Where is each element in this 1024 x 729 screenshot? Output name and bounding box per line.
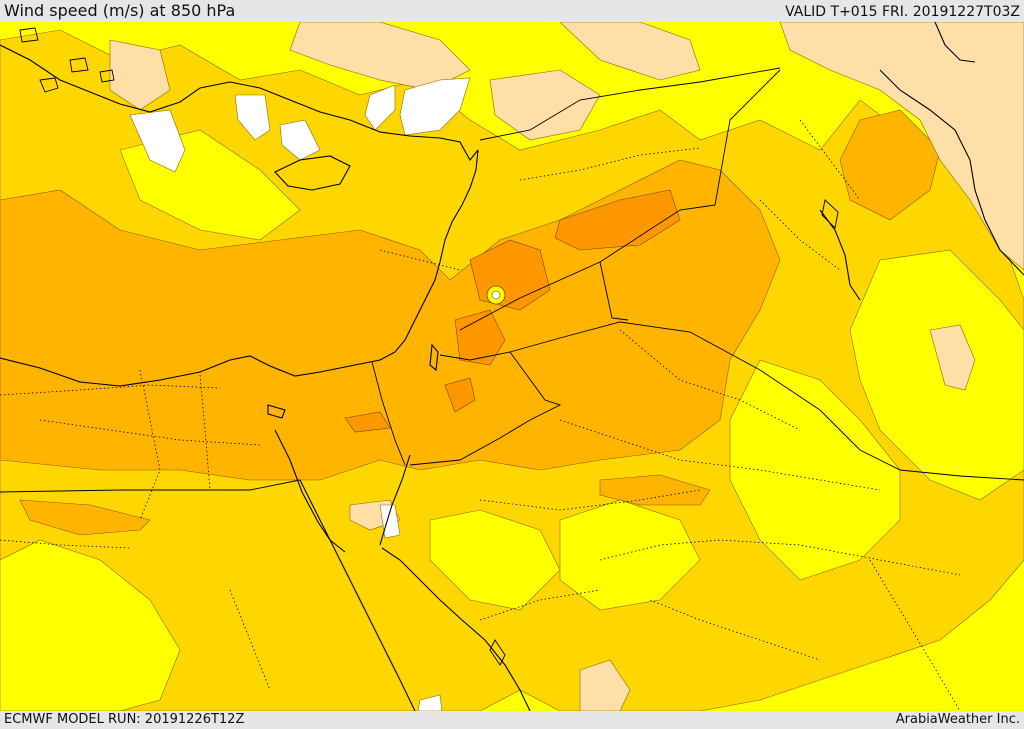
coastline-red-sea-east [381, 547, 531, 711]
coastline-mediterranean-south [0, 149, 479, 387]
calm-wind-region [234, 94, 271, 141]
calm-wind-region [399, 77, 471, 136]
calm-wind-region [364, 84, 396, 131]
border-jordan-saudi [409, 351, 562, 466]
strong-wind-region [839, 109, 941, 221]
moderate-wind-pocket [849, 249, 1024, 501]
border-egypt-sudan [0, 479, 301, 493]
map-title: Wind speed (m/s) at 850 hPa [4, 1, 236, 20]
coastline-turkey [0, 44, 479, 161]
map-footer: ECMWF MODEL RUN: 20191226T12Z ArabiaWeat… [0, 711, 1024, 729]
calm-wind-region [279, 119, 321, 161]
coastline-cyprus [274, 155, 351, 191]
province-borders [0, 119, 961, 711]
wind-maximum-ring-inner [491, 290, 501, 300]
calm-wind-region [129, 109, 186, 173]
islands [19, 27, 839, 666]
very-strong-wind-core [444, 377, 476, 413]
very-strong-wind-core [344, 411, 391, 433]
light-wind-region [779, 22, 1024, 271]
coastline-red-sea-west [299, 479, 416, 711]
light-wind-region [929, 324, 976, 391]
coastlines [0, 22, 1024, 711]
border-syria-iraq [714, 69, 781, 206]
country-borders [0, 67, 1024, 493]
moderate-wind-pocket [559, 499, 701, 611]
map-header: Wind speed (m/s) at 850 hPa VALID T+015 … [0, 0, 1024, 22]
strong-wind-region [599, 474, 711, 506]
light-wind-region [109, 39, 171, 111]
coastline-nile-lakes [267, 404, 286, 419]
coastline-caspian [934, 22, 976, 63]
moderate-wind-pocket [0, 539, 181, 711]
light-wind-region [559, 22, 701, 81]
moderate-wind-pocket [429, 509, 561, 611]
border-syria-turkey [479, 67, 781, 141]
coastline-gulf-of-suez [274, 429, 346, 553]
credit-label: ArabiaWeather Inc. [895, 712, 1020, 727]
wind-speed-map [0, 22, 1024, 711]
light-wind-region [579, 659, 631, 711]
coastline-persian-gulf [879, 69, 1024, 276]
border-jordan-iraq-corner [599, 261, 629, 321]
border-iraq-saudi [509, 321, 1024, 481]
very-strong-wind-core [554, 189, 681, 251]
coastline-dead-sea [429, 343, 439, 372]
model-run-label: ECMWF MODEL RUN: 20191226T12Z [4, 712, 245, 727]
coastline-gulf-of-aqaba [379, 454, 411, 546]
strong-wind-region [19, 499, 151, 536]
calm-wind-region [417, 694, 443, 711]
very-strong-wind-core [454, 309, 506, 366]
moderate-wind-pocket [729, 359, 901, 581]
border-egypt-israel [371, 361, 406, 466]
valid-time: VALID T+015 FRI. 20191227T03Z [785, 4, 1020, 20]
light-wind-region [489, 69, 601, 141]
